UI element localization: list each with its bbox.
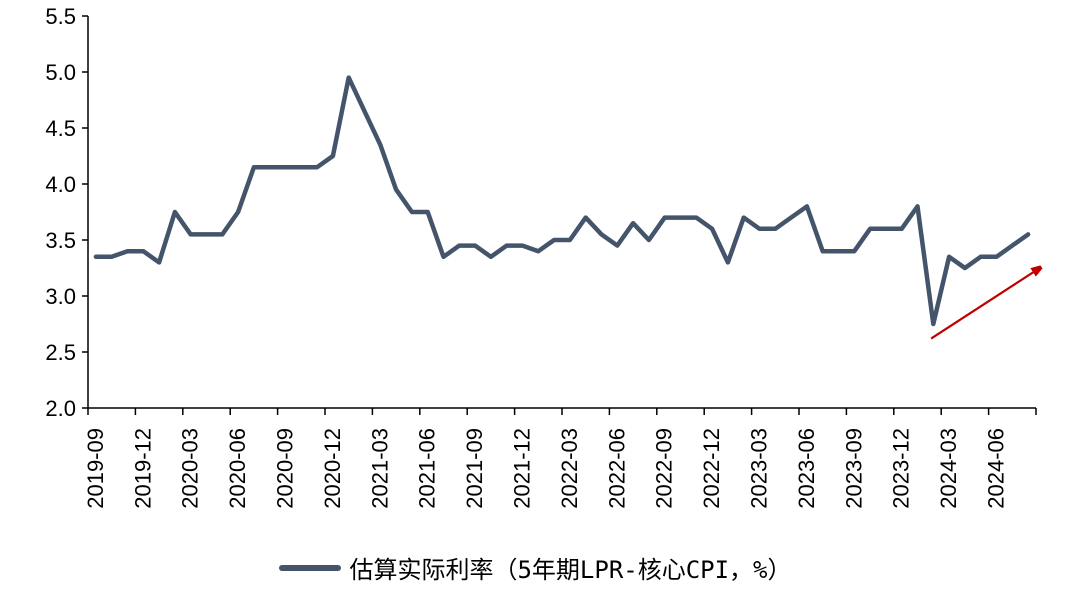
data-point bbox=[900, 227, 903, 230]
data-point bbox=[853, 250, 856, 253]
data-point bbox=[774, 227, 777, 230]
data-point bbox=[805, 205, 808, 208]
y-tick-label: 3.0 bbox=[45, 284, 76, 309]
data-point bbox=[126, 250, 129, 253]
x-tick-label: 2023-12 bbox=[889, 428, 914, 509]
x-tick-label: 2019-09 bbox=[83, 428, 108, 509]
data-point bbox=[979, 255, 982, 258]
x-tick-label: 2022-12 bbox=[699, 428, 724, 509]
data-point bbox=[237, 211, 240, 214]
data-point bbox=[821, 250, 824, 253]
data-point bbox=[252, 166, 255, 169]
data-point bbox=[995, 255, 998, 258]
data-point bbox=[363, 110, 366, 113]
data-point bbox=[679, 216, 682, 219]
x-tick-label: 2021-03 bbox=[367, 428, 392, 509]
x-tick-label: 2021-12 bbox=[510, 428, 535, 509]
data-point bbox=[600, 233, 603, 236]
data-point bbox=[932, 323, 935, 326]
data-point bbox=[1027, 233, 1030, 236]
data-point bbox=[742, 216, 745, 219]
x-tick-label: 2021-09 bbox=[462, 428, 487, 509]
legend-series-label: 估算实际利率（5年期LPR-核心CPI，%） bbox=[349, 556, 792, 584]
y-tick-label: 4.5 bbox=[45, 116, 76, 141]
y-tick-label: 4.0 bbox=[45, 172, 76, 197]
data-point bbox=[948, 255, 951, 258]
data-point bbox=[379, 143, 382, 146]
data-point bbox=[410, 211, 413, 214]
data-point bbox=[316, 166, 319, 169]
data-point bbox=[916, 205, 919, 208]
data-point bbox=[584, 216, 587, 219]
data-point bbox=[758, 227, 761, 230]
data-point bbox=[1011, 244, 1014, 247]
series-line bbox=[93, 75, 1031, 327]
data-point bbox=[663, 216, 666, 219]
x-tick-label: 2022-03 bbox=[557, 428, 582, 509]
data-point bbox=[647, 239, 650, 242]
data-point bbox=[726, 261, 729, 264]
line-chart: 2.0 2.5 3.0 3.5 4.0 4.5 5.0 5.5 2019-09 2019-12 2… bbox=[45, 4, 1071, 509]
x-tick-label: 2022-06 bbox=[604, 428, 629, 509]
data-point bbox=[395, 188, 398, 191]
data-point bbox=[110, 255, 113, 258]
x-tick-label: 2022-09 bbox=[652, 428, 677, 509]
y-tick-label: 5.5 bbox=[45, 4, 76, 29]
data-point bbox=[837, 250, 840, 253]
data-point bbox=[963, 267, 966, 270]
legend: 估算实际利率（5年期LPR-核心CPI，%） bbox=[0, 550, 1071, 585]
trend-arrow bbox=[930, 269, 1038, 340]
y-tick-label: 3.5 bbox=[45, 228, 76, 253]
data-point bbox=[695, 216, 698, 219]
x-tick-label: 2020-03 bbox=[178, 428, 203, 509]
data-point bbox=[869, 227, 872, 230]
legend-series-swatch bbox=[279, 564, 342, 571]
data-point bbox=[553, 239, 556, 242]
x-tick-label: 2020-09 bbox=[273, 428, 298, 509]
data-point bbox=[568, 239, 571, 242]
data-point bbox=[284, 166, 287, 169]
y-tick-label: 2.0 bbox=[45, 396, 76, 421]
data-point bbox=[331, 155, 334, 158]
data-point bbox=[711, 227, 714, 230]
data-point bbox=[790, 216, 793, 219]
data-point bbox=[505, 244, 508, 247]
data-point bbox=[426, 211, 429, 214]
data-point bbox=[268, 166, 271, 169]
data-point bbox=[521, 244, 524, 247]
data-point bbox=[221, 233, 224, 236]
data-point bbox=[205, 233, 208, 236]
x-tick-label: 2020-06 bbox=[225, 428, 250, 509]
data-point bbox=[347, 76, 350, 79]
data-point bbox=[537, 250, 540, 253]
data-point bbox=[616, 244, 619, 247]
x-tick-label: 2024-06 bbox=[984, 428, 1009, 509]
data-point bbox=[458, 244, 461, 247]
x-tick-label: 2019-12 bbox=[130, 428, 155, 509]
data-point bbox=[142, 250, 145, 253]
data-point bbox=[94, 255, 97, 258]
data-point bbox=[173, 211, 176, 214]
data-point bbox=[300, 166, 303, 169]
data-point bbox=[442, 255, 445, 258]
y-tick-label: 2.5 bbox=[45, 340, 76, 365]
x-tick-label: 2021-06 bbox=[415, 428, 440, 509]
x-tick-label: 2020-12 bbox=[320, 428, 345, 509]
data-point bbox=[189, 233, 192, 236]
data-point bbox=[474, 244, 477, 247]
x-tick-label: 2024-03 bbox=[936, 428, 961, 509]
data-point bbox=[158, 261, 161, 264]
x-tick-label: 2023-09 bbox=[841, 428, 866, 509]
data-point bbox=[632, 222, 635, 225]
y-tick-label: 5.0 bbox=[45, 60, 76, 85]
data-point bbox=[489, 255, 492, 258]
data-point bbox=[884, 227, 887, 230]
x-tick-label: 2023-06 bbox=[794, 428, 819, 509]
x-tick-label: 2023-03 bbox=[747, 428, 772, 509]
